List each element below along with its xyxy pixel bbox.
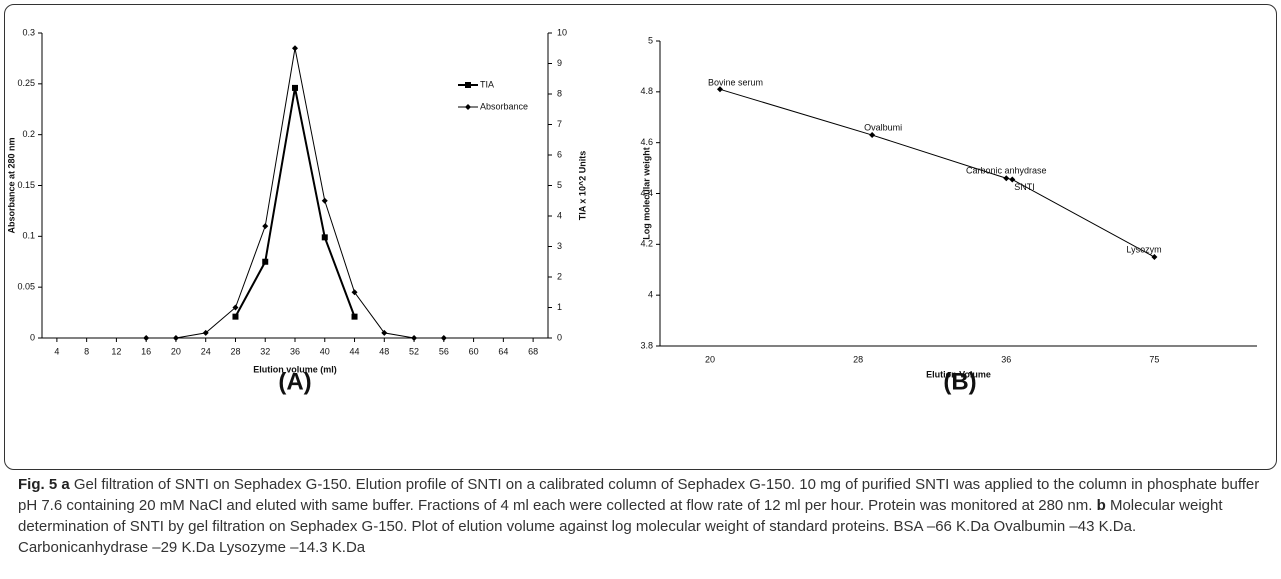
y-tick-label: 4.4 — [640, 188, 653, 198]
marker — [869, 132, 876, 139]
x-tick-label: 44 — [350, 346, 360, 356]
x-tick-label: 12 — [111, 346, 121, 356]
y2-tick-label: 5 — [557, 180, 562, 190]
x-tick-label: 40 — [320, 346, 330, 356]
marker — [262, 258, 269, 265]
y-tick-label: 0 — [30, 332, 35, 342]
caption-text: Gel filtration of SNTI on Sephadex G-150… — [18, 476, 1260, 514]
y-tick-label: 0.1 — [22, 231, 35, 241]
y2-tick-label: 10 — [557, 27, 567, 37]
point-label: Lysozym — [1126, 244, 1161, 254]
legend-label: TIA — [480, 79, 494, 89]
point-label: SNTI — [1014, 182, 1035, 192]
marker — [411, 335, 418, 341]
marker — [202, 329, 209, 336]
x-tick-label: 48 — [379, 346, 389, 356]
x-tick-label: 75 — [1149, 354, 1159, 364]
marker — [143, 335, 150, 341]
marker — [1003, 175, 1010, 182]
x-tick-label: 16 — [141, 346, 151, 356]
marker — [717, 86, 723, 93]
caption-text: Molecular weight determination of SNTI b… — [18, 497, 1223, 556]
y2-axis-label: TIA x 10^2 Units — [577, 151, 587, 220]
series-line — [234, 87, 356, 318]
point-label: Bovine serum — [708, 78, 763, 88]
panel-label: (A) — [278, 368, 311, 395]
y-tick-label: 0.15 — [17, 180, 35, 190]
marker — [1009, 176, 1016, 183]
x-tick-label: 20 — [171, 346, 181, 356]
marker — [262, 223, 269, 230]
point-label: Carbonic anhydrase — [966, 166, 1047, 176]
x-tick-label: 64 — [498, 346, 508, 356]
figure-frame — [4, 4, 1277, 470]
y-tick-label: 5 — [648, 35, 653, 45]
marker — [172, 335, 179, 341]
marker — [232, 313, 239, 320]
y2-tick-label: 3 — [557, 241, 562, 251]
y2-tick-label: 9 — [557, 58, 562, 68]
marker — [440, 335, 447, 341]
x-tick-label: 36 — [290, 346, 300, 356]
x-tick-label: 60 — [469, 346, 479, 356]
x-axis-label: Elution Volume — [926, 369, 991, 379]
fig-label: Fig. 5 — [18, 476, 58, 493]
figure: (A) (B) 00.050.10.150.20.250.30123456789… — [6, 27, 1257, 395]
marker — [465, 82, 471, 88]
marker — [1151, 254, 1158, 261]
x-tick-label: 24 — [201, 346, 211, 356]
y-tick-label: 0.05 — [17, 282, 35, 292]
x-tick-label: 68 — [528, 346, 538, 356]
y-tick-label: 4 — [648, 290, 653, 300]
x-tick-label: 52 — [409, 346, 419, 356]
y-tick-label: 4.8 — [640, 86, 653, 96]
y-tick-label: 4.6 — [640, 137, 653, 147]
y-tick-label: 0.3 — [22, 27, 35, 37]
marker — [351, 289, 358, 296]
series-line — [719, 88, 1155, 258]
y2-tick-label: 0 — [557, 332, 562, 342]
point-label: Ovalbumi — [864, 122, 902, 132]
y-tick-label: 0.2 — [22, 129, 35, 139]
x-tick-label: 28 — [230, 346, 240, 356]
marker — [321, 197, 328, 204]
y2-tick-label: 1 — [557, 302, 562, 312]
panel-label: (B) — [943, 368, 976, 395]
y-tick-label: 3.8 — [640, 340, 653, 350]
marker — [351, 313, 358, 320]
marker — [292, 45, 298, 52]
y2-tick-label: 2 — [557, 271, 562, 281]
x-tick-label: 20 — [705, 354, 715, 364]
x-tick-label: 56 — [439, 346, 449, 356]
x-tick-label: 4 — [54, 346, 59, 356]
x-tick-label: 8 — [84, 346, 89, 356]
caption-marker: b — [1096, 497, 1106, 514]
y2-tick-label: 7 — [557, 119, 562, 129]
y2-tick-label: 4 — [557, 210, 562, 220]
y-tick-label: 4.2 — [640, 239, 653, 249]
y-axis-label: Absorbance at 280 nm — [6, 137, 16, 233]
marker — [232, 304, 239, 311]
caption-marker: a — [61, 476, 70, 493]
x-tick-label: 28 — [853, 354, 863, 364]
legend-label: Absorbance — [480, 101, 528, 111]
x-axis-label: Elution volume (ml) — [253, 364, 337, 374]
marker — [321, 234, 328, 241]
marker — [465, 104, 471, 110]
y-tick-label: 0.25 — [17, 78, 35, 88]
y-axis-label: Log molecular weight — [641, 147, 651, 240]
x-tick-label: 32 — [260, 346, 270, 356]
x-tick-label: 36 — [1001, 354, 1011, 364]
y2-tick-label: 8 — [557, 88, 562, 98]
y2-tick-label: 6 — [557, 149, 562, 159]
marker — [292, 84, 298, 91]
caption: Fig. 5 a Gel filtration of SNTI on Sepha… — [18, 474, 1268, 558]
marker — [381, 329, 388, 336]
